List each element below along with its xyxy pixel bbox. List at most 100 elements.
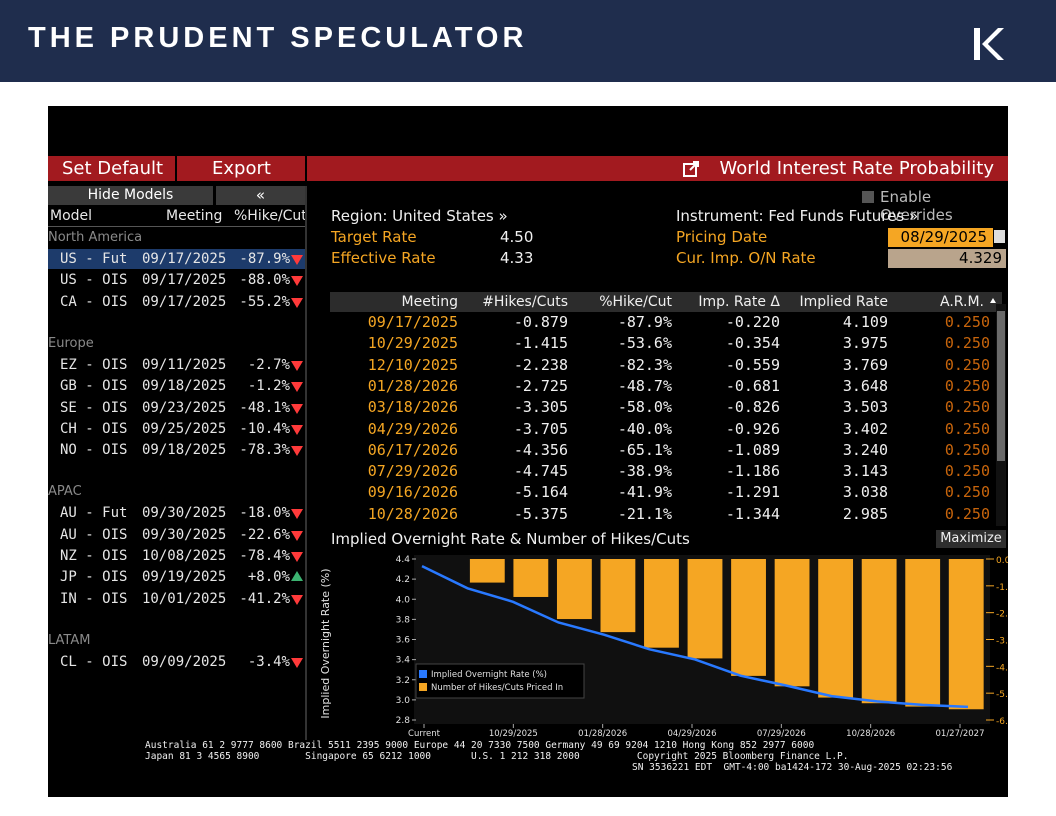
table-cell: 04/29/2026 [367,419,458,438]
model-row[interactable]: JP - OIS 09/19/2025 +8.0% [48,567,305,587]
model-row[interactable]: US - OIS 09/17/2025 -88.0% [48,270,305,290]
pricing-date-input[interactable]: 08/29/2025 [888,228,993,247]
th-hikes-cuts[interactable]: #Hikes/Cuts [482,294,568,310]
model-row[interactable]: US - Fut 09/17/2025 -87.9% [48,249,305,269]
model-row[interactable]: CA - OIS 09/17/2025 -55.2% [48,292,305,312]
table-cell: -3.305 [513,398,568,417]
table-cell: -3.705 [513,419,568,438]
table-cell: 0.250 [944,398,990,417]
left-tick-label: 3.0 [396,696,411,706]
enable-overrides-label[interactable]: Enable Overrides [880,188,953,224]
model-name: NZ - OIS [60,548,128,564]
hide-models-button[interactable]: Hide Models [48,186,213,205]
model-row[interactable]: AU - Fut 09/30/2025 -18.0% [48,503,305,523]
th-arm[interactable]: A.R.M. [940,294,984,310]
scrollbar-thumb[interactable] [997,311,1005,461]
table-cell: 3.402 [842,419,888,438]
table-row[interactable]: 09/16/2026 -5.164 -41.9% -1.291 3.038 0.250 [330,482,1002,503]
toolbar-right: World Interest Rate Probability [307,156,1008,181]
model-row[interactable]: NO - OIS 09/18/2025 -78.3% [48,440,305,460]
enable-overrides-checkbox[interactable] [862,191,874,203]
sort-up-icon[interactable] [990,298,996,303]
model-meeting-date: 09/19/2025 [142,569,227,586]
down-arrow-icon [291,255,303,265]
footer-session: SN 3536221 EDT GMT-4:00 ba1424-172 30-Au… [632,762,953,773]
model-row[interactable]: NZ - OIS 10/08/2025 -78.4% [48,546,305,566]
region-selector[interactable]: Region: United States » [331,207,508,225]
maximize-button[interactable]: Maximize [936,530,1006,548]
table-cell: -41.9% [617,483,672,502]
model-meeting-date: 09/18/2025 [142,442,227,459]
model-pct: -1.2% [247,378,290,395]
table-cell: 0.250 [944,313,990,331]
model-name: EZ - OIS [60,356,128,373]
table-row[interactable]: 01/28/2026 -2.725 -48.7% -0.681 3.648 0.250 [330,376,1002,397]
th-imp-rate-delta[interactable]: Imp. Rate Δ [698,294,780,310]
table-row[interactable]: 03/18/2026 -3.305 -58.0% -0.826 3.503 0.250 [330,397,1002,418]
model-meeting-date: 09/11/2025 [142,356,227,373]
model-row[interactable]: AU - OIS 09/30/2025 -22.6% [48,525,305,545]
region-label: North America [48,230,143,245]
down-arrow-icon [291,360,303,371]
calendar-icon[interactable] [994,230,1005,243]
model-pct: -2.7% [247,356,290,373]
down-arrow-icon [291,424,303,435]
table-row[interactable]: 07/29/2026 -4.745 -38.9% -1.186 3.143 0.250 [330,461,1002,482]
model-row[interactable]: GB - OIS 09/18/2025 -1.2% [48,376,305,396]
pct-column-header[interactable]: %Hike/Cut [234,208,307,224]
model-column-header[interactable]: Model [50,208,93,224]
table-row[interactable]: 12/10/2025 -2.238 -82.3% -0.559 3.769 0.250 [330,355,1002,376]
table-cell: 0.250 [944,355,990,374]
table-cell: 0.250 [944,419,990,438]
hikes-cuts-bar [600,559,636,633]
table-cell: -40.0% [617,419,672,438]
table-cell: -1.415 [513,334,568,353]
region-label: APAC [48,484,82,500]
model-row[interactable]: IN - OIS 10/01/2025 -41.2% [48,589,305,609]
instrument-selector[interactable]: Instrument: Fed Funds Futures » [676,207,919,225]
table-cell: 2.985 [842,504,888,523]
external-link-icon[interactable] [683,161,699,177]
th-pct-hike-cut[interactable]: %Hike/Cut [599,294,672,310]
panel-divider [305,186,307,740]
table-cell: -5.375 [513,504,568,523]
table-row[interactable]: 10/28/2026 -5.375 -21.1% -1.344 2.985 0.250 [330,504,1002,525]
model-name: US - Fut [60,251,128,267]
model-pct: -18.0% [239,505,290,522]
model-meeting-date: 09/17/2025 [142,272,227,289]
table-row[interactable]: 10/29/2025 -1.415 -53.6% -0.354 3.975 0.250 [330,333,1002,354]
th-implied-rate[interactable]: Implied Rate [799,294,888,310]
x-tick-label: 01/27/2027 [936,729,985,739]
table-cell: 0.250 [944,462,990,481]
table-header: Meeting #Hikes/Cuts %Hike/Cut Imp. Rate … [330,292,1002,312]
model-meeting-date: 09/23/2025 [142,399,227,416]
hikes-cuts-bar [905,559,941,707]
legend-swatch-line [419,670,427,678]
table-row[interactable]: 06/17/2026 -4.356 -65.1% -1.089 3.240 0.250 [330,440,1002,461]
hikes-cuts-bar [644,559,679,648]
model-name: US - OIS [60,272,128,289]
model-name: JP - OIS [60,569,128,586]
model-row[interactable]: CL - OIS 09/09/2025 -3.4% [48,652,305,672]
x-tick-label: Current [408,729,441,739]
export-button[interactable]: Export [212,158,271,179]
table-row[interactable]: 04/29/2026 -3.705 -40.0% -0.926 3.402 0.250 [330,419,1002,440]
meeting-column-header[interactable]: Meeting [166,208,223,224]
model-row[interactable]: CH - OIS 09/25/2025 -10.4% [48,419,305,439]
model-row[interactable]: SE - OIS 09/23/2025 -48.1% [48,398,305,418]
model-row[interactable]: EZ - OIS 09/11/2025 -2.7% [48,355,305,375]
imp-on-rate-input[interactable]: 4.329 [888,249,1006,268]
table-row[interactable]: 09/17/2025 -0.879 -87.9% -0.220 4.109 0.250 [330,312,1002,333]
th-meeting[interactable]: Meeting [401,294,458,310]
set-default-button[interactable]: Set Default [62,158,164,179]
model-name: SE - OIS [60,399,128,416]
model-meeting-date: 09/25/2025 [142,420,227,437]
model-pct: -88.0% [239,272,290,289]
table-cell: -1.344 [725,504,780,523]
model-pct: +8.0% [247,569,290,586]
collapse-panel-button[interactable]: « [216,186,305,205]
target-rate-label: Target Rate [331,228,417,246]
region-label: LATAM [48,632,91,648]
hikes-cuts-bar [513,559,549,597]
table-cell: -4.745 [513,462,568,481]
